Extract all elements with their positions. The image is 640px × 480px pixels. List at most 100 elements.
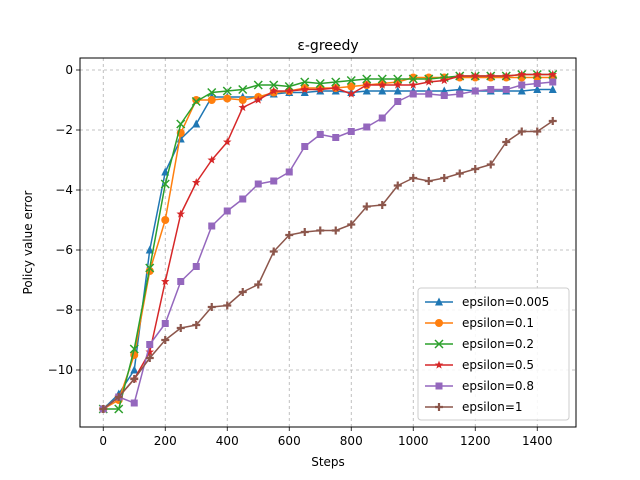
data-point <box>331 83 341 92</box>
legend-label: epsilon=1 <box>462 400 523 414</box>
data-point <box>378 201 387 209</box>
data-point <box>253 95 263 104</box>
data-point <box>269 86 279 95</box>
legend-marker <box>434 339 444 349</box>
x-tick-label: 600 <box>278 434 301 448</box>
legend-label: epsilon=0.8 <box>462 379 534 393</box>
data-point <box>238 84 248 95</box>
data-point <box>517 70 527 79</box>
data-point <box>207 96 216 104</box>
data-point <box>393 86 402 95</box>
data-point <box>440 92 448 99</box>
data-point <box>238 96 247 104</box>
data-point <box>285 168 293 176</box>
data-point <box>269 80 279 90</box>
data-point <box>192 263 200 270</box>
data-point <box>161 336 170 344</box>
data-point <box>548 70 558 79</box>
data-point <box>439 76 449 85</box>
data-point <box>440 174 449 182</box>
y-tick-label: 0 <box>65 63 73 77</box>
data-point <box>315 85 325 94</box>
data-point <box>408 80 418 89</box>
data-point <box>300 228 309 236</box>
data-point <box>347 128 355 135</box>
data-point <box>145 263 155 273</box>
data-point <box>145 347 155 356</box>
data-point <box>486 160 495 169</box>
x-tick-label: 400 <box>216 434 239 448</box>
data-point <box>114 393 123 401</box>
legend-item: epsilon=0.5 <box>425 358 534 372</box>
data-point <box>362 202 371 211</box>
data-point <box>486 71 496 80</box>
y-axis-title: Policy value error <box>21 190 35 294</box>
data-point <box>393 80 403 89</box>
data-point <box>223 301 232 310</box>
chart-title: ε-greedy <box>297 38 358 54</box>
data-point <box>176 324 185 332</box>
data-point <box>502 138 511 146</box>
data-point <box>502 86 510 93</box>
data-point <box>316 226 325 235</box>
data-point <box>146 341 154 348</box>
data-point <box>378 114 386 122</box>
data-point <box>424 177 433 185</box>
data-point <box>487 86 495 93</box>
data-point <box>254 280 263 289</box>
data-point <box>347 220 356 229</box>
data-point <box>285 231 294 239</box>
data-point <box>347 82 356 91</box>
data-point <box>362 86 371 95</box>
data-point <box>223 94 232 103</box>
data-point <box>393 181 402 190</box>
x-tick-label: 1000 <box>398 434 429 448</box>
axis-ticks: 0 200 400 600 800 1000 1200 1400 −10 −8 −6 −4 −2 0 <box>48 63 553 448</box>
data-point <box>331 226 340 235</box>
data-point <box>269 247 278 256</box>
y-tick-label: −2 <box>55 123 73 137</box>
legend-marker <box>435 382 443 390</box>
data-point <box>238 288 247 296</box>
data-point <box>517 127 526 136</box>
data-point <box>455 71 465 80</box>
legend-item: epsilon=1 <box>425 400 523 414</box>
data-point <box>208 222 216 230</box>
legend-box <box>417 287 570 421</box>
data-point <box>300 77 310 87</box>
data-point <box>470 71 480 80</box>
data-point <box>409 174 418 182</box>
plot-frame <box>79 57 577 428</box>
data-point <box>424 77 434 86</box>
y-tick-label: −4 <box>55 183 73 197</box>
data-point <box>161 216 170 224</box>
data-point <box>284 86 294 95</box>
series-line <box>102 73 553 410</box>
data-point <box>222 137 232 146</box>
data-point <box>223 207 231 215</box>
data-point <box>393 74 403 84</box>
data-point <box>207 303 216 311</box>
data-point <box>192 119 201 128</box>
plot-series <box>98 69 558 414</box>
data-point <box>253 80 263 90</box>
legend-item: epsilon=0.2 <box>425 337 534 351</box>
y-tick-label: −8 <box>55 303 73 317</box>
legend-label: epsilon=0.2 <box>462 337 534 351</box>
x-tick-label: 200 <box>154 434 177 448</box>
data-point <box>207 87 217 98</box>
data-point <box>346 75 356 86</box>
data-point <box>301 143 309 150</box>
data-point <box>130 365 139 374</box>
data-point <box>518 81 526 89</box>
legend-marker <box>435 403 443 411</box>
data-point <box>471 87 479 95</box>
legend-marker <box>435 319 443 327</box>
legend-item: epsilon=0.8 <box>425 379 534 393</box>
data-point <box>533 127 542 136</box>
data-point <box>408 74 418 84</box>
grid <box>80 58 576 427</box>
data-point <box>129 344 139 354</box>
data-point <box>239 195 247 203</box>
